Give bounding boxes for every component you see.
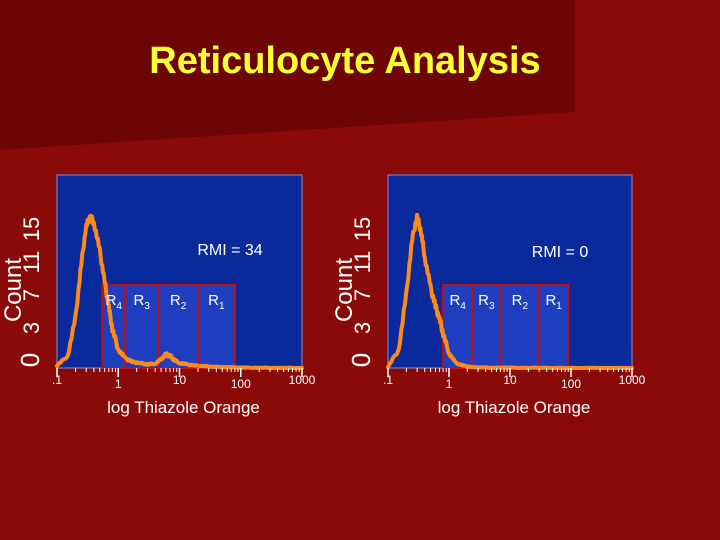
- region-label-subscript: 1: [556, 301, 562, 312]
- histogram-chart-2: .1 1 10 100 1000 log Thiazole Orange 0 3 7 11 15 Co…: [331, 174, 646, 417]
- background-shadow-band: [0, 0, 575, 150]
- x-axis-label: log Thiazole Orange: [107, 398, 260, 417]
- y-axis-label: Count: [0, 258, 27, 322]
- region-box-r2: [157, 284, 199, 369]
- histogram-chart-1: .1 1 10 100 1000 log Thiazole Orange 0 3 7 11 15 Co…: [0, 174, 316, 417]
- histogram-line: [386, 212, 634, 370]
- region-label-r3: R3: [478, 292, 495, 312]
- y-axis-label: Count: [331, 258, 358, 322]
- x-tick-label: 10: [503, 373, 517, 387]
- x-tick-label: 10: [173, 373, 187, 387]
- region-label-r1: R1: [545, 292, 562, 312]
- region-box-r2: [499, 284, 541, 369]
- region-box-r3: [471, 284, 502, 369]
- region-label-subscript: 4: [116, 301, 122, 312]
- region-label-letter: R: [512, 292, 523, 309]
- region-box-r3: [124, 284, 160, 369]
- region-label-r1: R1: [208, 292, 225, 312]
- region-label-subscript: 2: [522, 301, 528, 312]
- x-tick-label: 100: [561, 377, 581, 391]
- x-tick-label: 1000: [619, 373, 646, 387]
- region-label-r3: R3: [134, 292, 151, 312]
- y-tick-label: 0: [346, 353, 376, 367]
- x-axis-label: log Thiazole Orange: [438, 398, 591, 417]
- y-axis-text-group: 0 3 7 11 15 Count: [331, 217, 376, 367]
- x-tick-label: 100: [231, 377, 251, 391]
- region-label-letter: R: [208, 292, 219, 309]
- y-tick-label: 15: [19, 217, 44, 241]
- region-label-subscript: 3: [144, 301, 150, 312]
- region-label-letter: R: [134, 292, 145, 309]
- y-tick-label: 7: [350, 289, 375, 301]
- region-label-letter: R: [449, 292, 460, 309]
- rmi-annotation: RMI = 0: [532, 244, 589, 261]
- x-tick-label: .1: [52, 373, 62, 387]
- rmi-annotation: RMI = 34: [197, 242, 262, 259]
- x-tick-label: .1: [383, 373, 393, 387]
- x-tick-label: 1000: [289, 373, 316, 387]
- histogram-line: [55, 213, 304, 370]
- region-label-r2: R2: [170, 292, 187, 312]
- region-label-r4: R4: [106, 292, 123, 312]
- region-label-letter: R: [545, 292, 556, 309]
- y-tick-label: 0: [15, 353, 45, 367]
- region-label-letter: R: [170, 292, 181, 309]
- region-label-subscript: 4: [460, 301, 466, 312]
- x-tick-label: 1: [115, 377, 122, 391]
- region-label-r4: R4: [449, 292, 466, 312]
- region-label-letter: R: [106, 292, 117, 309]
- y-tick-label: 7: [19, 289, 44, 301]
- region-label-r2: R2: [512, 292, 529, 312]
- y-tick-label: 11: [350, 251, 375, 274]
- region-label-letter: R: [478, 292, 489, 309]
- region-label-subscript: 1: [219, 301, 225, 312]
- y-tick-label: 3: [350, 322, 375, 334]
- y-tick-label: 3: [19, 322, 44, 334]
- y-tick-label: 15: [350, 217, 375, 241]
- y-axis-text-group: 0 3 7 11 15 Count: [0, 217, 45, 367]
- y-tick-label: 11: [19, 251, 44, 274]
- x-tick-label: 1: [446, 377, 453, 391]
- slide-title: Reticulocyte Analysis: [149, 40, 541, 82]
- region-label-subscript: 3: [489, 301, 495, 312]
- region-label-subscript: 2: [181, 301, 187, 312]
